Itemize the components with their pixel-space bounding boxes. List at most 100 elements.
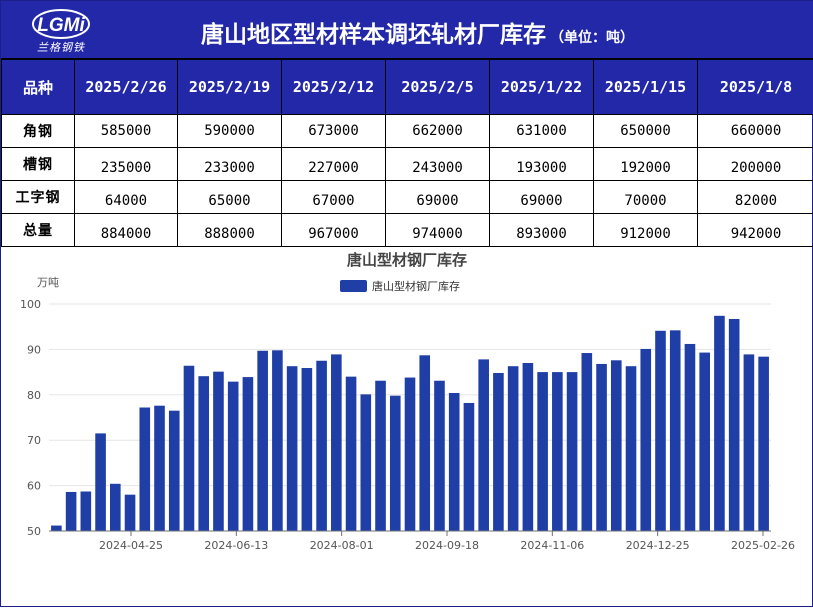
bar [464, 403, 475, 531]
table-cell: 631000 [490, 115, 594, 148]
bar [552, 372, 563, 531]
x-tick-label: 2024-11-06 [520, 539, 584, 552]
bar [95, 433, 106, 531]
table-cell: 974000 [386, 214, 490, 247]
x-tick-label: 2024-09-18 [415, 539, 479, 552]
table-cell: 893000 [490, 214, 594, 247]
column-header-date: 2025/1/22 [490, 60, 594, 115]
table-cell: 243000 [386, 148, 490, 181]
lange-logo-graphic: LGMi [31, 7, 91, 41]
chart-title: 唐山型材钢厂库存 [347, 251, 467, 269]
bar [346, 377, 357, 531]
row-label: 槽钢 [2, 148, 75, 181]
x-tick-label: 2024-04-25 [99, 539, 163, 552]
bar [449, 393, 460, 531]
bar [596, 364, 607, 531]
table-cell: 662000 [386, 115, 490, 148]
table-cell: 233000 [178, 148, 282, 181]
bar [110, 484, 121, 531]
column-header-variety: 品种 [2, 60, 75, 115]
x-tick-label: 2024-12-25 [626, 539, 690, 552]
table-cell: 673000 [282, 115, 386, 148]
bar [287, 366, 298, 531]
column-header-date: 2025/2/5 [386, 60, 490, 115]
table-cell: 650000 [594, 115, 698, 148]
table-cell: 67000 [282, 181, 386, 214]
table-cell: 585000 [75, 115, 178, 148]
column-header-date: 2025/2/26 [75, 60, 178, 115]
y-tick-label: 100 [20, 298, 41, 311]
row-label: 总量 [2, 214, 75, 247]
column-header-date: 2025/1/8 [698, 60, 813, 115]
bar [154, 406, 165, 531]
table-cell: 64000 [75, 181, 178, 214]
table-cell: 235000 [75, 148, 178, 181]
logo-text: 兰格钢铁 [31, 39, 91, 55]
bar [81, 492, 92, 531]
bar [272, 350, 283, 531]
y-tick-label: 90 [27, 343, 41, 356]
bar [714, 316, 725, 531]
bar [243, 377, 254, 531]
bar [626, 366, 637, 531]
bar [419, 355, 430, 531]
bar [228, 382, 239, 531]
unit-label: （单位：吨） [550, 30, 634, 46]
bar [493, 373, 504, 531]
inventory-bar-chart: 唐山型材钢厂库存唐山型材钢厂库存万吨50607080901002024-04-2… [1, 247, 812, 607]
bar [640, 349, 651, 531]
bar [213, 372, 224, 531]
bar [390, 396, 401, 531]
row-label: 角钢 [2, 115, 75, 148]
lange-logo: LGMi 兰格钢铁 [31, 7, 91, 53]
bar [537, 372, 548, 531]
bar [655, 331, 666, 531]
bar [331, 354, 342, 531]
bar [405, 378, 416, 531]
table-cell: 227000 [282, 148, 386, 181]
y-tick-label: 70 [27, 434, 41, 447]
row-label: 工字钢 [2, 181, 75, 214]
x-tick-label: 2024-06-13 [204, 539, 268, 552]
table-cell: 82000 [698, 181, 813, 214]
bar [567, 372, 578, 531]
bar [257, 351, 268, 531]
table-cell: 912000 [594, 214, 698, 247]
bar [478, 359, 489, 531]
bar [302, 368, 313, 531]
bar [316, 361, 327, 531]
table-cell: 65000 [178, 181, 282, 214]
y-axis-unit: 万吨 [37, 276, 59, 289]
bar [611, 360, 622, 531]
y-tick-label: 80 [27, 389, 41, 402]
bar [139, 408, 150, 531]
column-header-date: 2025/2/19 [178, 60, 282, 115]
table-cell: 193000 [490, 148, 594, 181]
svg-text:LGMi: LGMi [37, 15, 85, 36]
bar [699, 353, 710, 531]
bar [169, 411, 180, 531]
table-cell: 69000 [386, 181, 490, 214]
column-header-date: 2025/1/15 [594, 60, 698, 115]
bar [744, 354, 755, 531]
bar [184, 366, 195, 531]
y-tick-label: 50 [27, 525, 41, 538]
table-cell: 192000 [594, 148, 698, 181]
bar [66, 492, 77, 531]
bar [670, 330, 681, 531]
legend-swatch [340, 280, 367, 292]
table-cell: 942000 [698, 214, 813, 247]
bar [51, 526, 62, 531]
legend-label: 唐山型材钢厂库存 [372, 279, 460, 293]
column-header-date: 2025/2/12 [282, 60, 386, 115]
bar [375, 381, 386, 531]
table-cell: 967000 [282, 214, 386, 247]
table-cell: 590000 [178, 115, 282, 148]
